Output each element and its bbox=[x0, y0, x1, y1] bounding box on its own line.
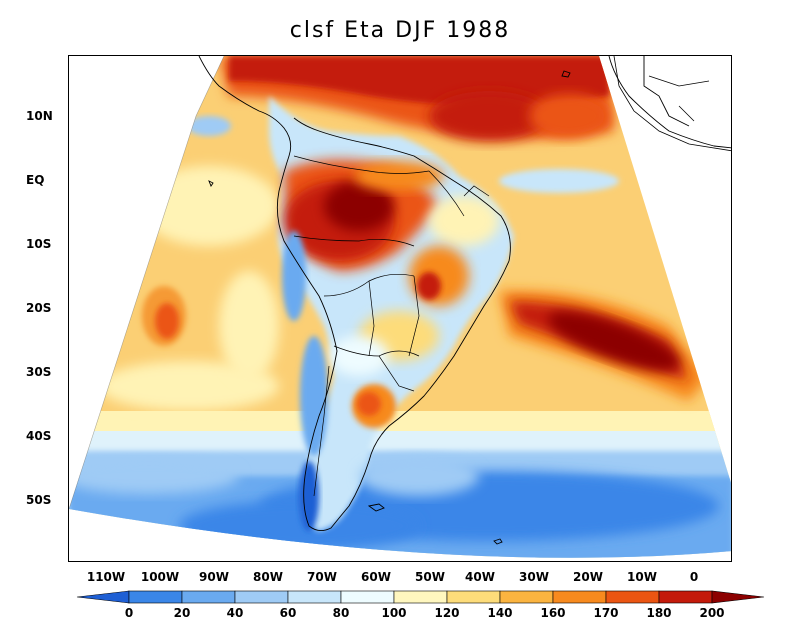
colorbar-label: 140 bbox=[487, 606, 513, 620]
colorbar-segment bbox=[234, 590, 289, 604]
coastlines bbox=[198, 56, 731, 545]
colorbar-label: 200 bbox=[699, 606, 725, 620]
lon-label-20w: 20W bbox=[573, 570, 603, 584]
lon-label-70w: 70W bbox=[307, 570, 337, 584]
colorbar-label: 40 bbox=[226, 606, 244, 620]
lon-label-90w: 90W bbox=[199, 570, 229, 584]
lat-label-50s: 50S bbox=[26, 493, 52, 507]
lon-label-110w: 110W bbox=[86, 570, 126, 584]
lon-label-40w: 40W bbox=[465, 570, 495, 584]
lon-label-60w: 60W bbox=[361, 570, 391, 584]
colorbar-label: 60 bbox=[279, 606, 297, 620]
colorbar-segment bbox=[181, 590, 236, 604]
lon-label-0: 0 bbox=[689, 570, 699, 584]
map-frame bbox=[68, 55, 732, 562]
colorbar-segment bbox=[393, 590, 448, 604]
lat-label-10s: 10S bbox=[26, 237, 52, 251]
colorbar-segment bbox=[446, 590, 501, 604]
colorbar-arrow-low bbox=[76, 590, 130, 604]
colorbar-label: 160 bbox=[540, 606, 566, 620]
colorbar-label: 180 bbox=[646, 606, 672, 620]
colorbar-segment bbox=[605, 590, 660, 604]
colorbar-label: 170 bbox=[593, 606, 619, 620]
colorbar-arrow-high bbox=[711, 590, 765, 604]
lat-label-10n: 10N bbox=[26, 109, 53, 123]
colorbar-segment bbox=[287, 590, 342, 604]
colorbar-segment bbox=[340, 590, 395, 604]
lon-label-50w: 50W bbox=[415, 570, 445, 584]
lon-label-30w: 30W bbox=[519, 570, 549, 584]
colorbar bbox=[76, 590, 765, 604]
colorbar-segment bbox=[128, 590, 183, 604]
colorbar-label: 100 bbox=[381, 606, 407, 620]
map-canvas bbox=[69, 56, 731, 558]
lat-label-40s: 40S bbox=[26, 429, 52, 443]
colorbar-label: 120 bbox=[434, 606, 460, 620]
africa-coast bbox=[613, 56, 731, 152]
precipitation-field bbox=[69, 56, 731, 558]
lat-label-eq: EQ bbox=[26, 173, 45, 187]
lat-label-30s: 30S bbox=[26, 365, 52, 379]
map-title: clsf Eta DJF 1988 bbox=[289, 18, 511, 43]
lon-label-80w: 80W bbox=[253, 570, 283, 584]
lat-label-20s: 20S bbox=[26, 301, 52, 315]
colorbar-label: 80 bbox=[332, 606, 350, 620]
lon-label-100w: 100W bbox=[140, 570, 180, 584]
colorbar-segment bbox=[658, 590, 713, 604]
colorbar-segment bbox=[499, 590, 554, 604]
country-borders bbox=[293, 155, 490, 497]
colorbar-segment bbox=[552, 590, 607, 604]
lon-label-10w: 10W bbox=[627, 570, 657, 584]
colorbar-label: 20 bbox=[173, 606, 191, 620]
colorbar-label: 0 bbox=[124, 606, 134, 620]
